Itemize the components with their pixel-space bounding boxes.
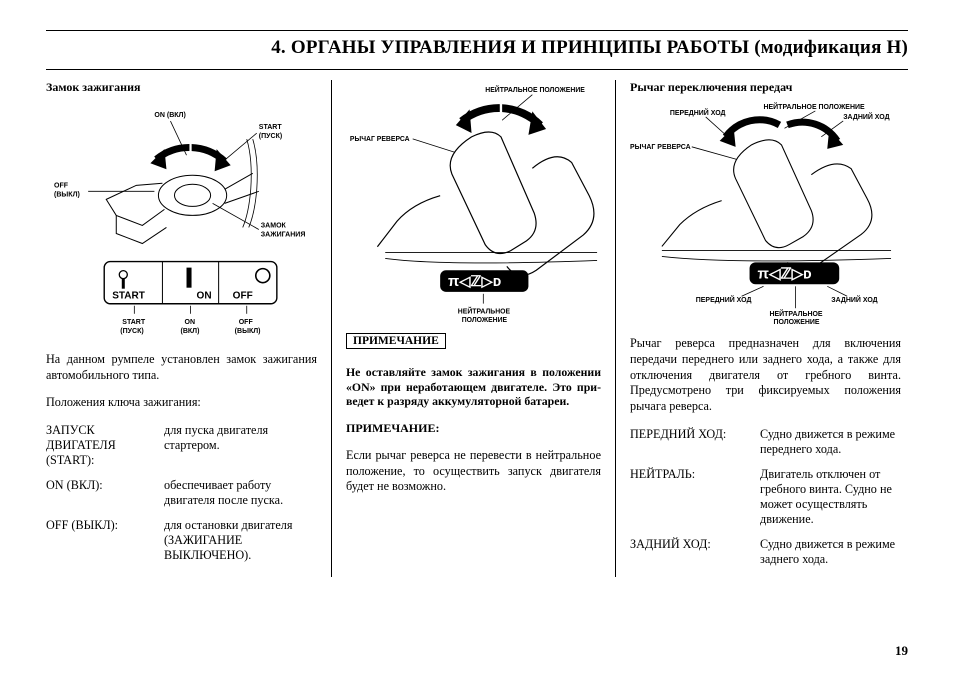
panel-off: OFF bbox=[233, 291, 253, 302]
kv-val: Двигатель отключен от гребного винта. Су… bbox=[760, 467, 901, 537]
label-neutral-bot2: ПОЛОЖЕНИЕ bbox=[462, 317, 508, 324]
label-lock1: ЗАМОК bbox=[261, 222, 287, 229]
label-start2: (ПУСК) bbox=[259, 133, 282, 140]
cap-neutral1: НЕЙТРАЛЬНОЕ bbox=[769, 309, 822, 318]
figure-neutral: НЕЙТРАЛЬНОЕ ПОЛОЖЕНИЕ РЫЧАГ РЕВЕРСА bbox=[346, 80, 601, 325]
label-lock2: ЗАЖИГАНИЯ bbox=[261, 231, 306, 238]
column-ignition: Замок зажигания ON (ВКЛ) START (ПУСК) OF… bbox=[46, 80, 331, 577]
cap-start1: START bbox=[122, 319, 146, 326]
label-neutral-top: НЕЙТРАЛЬНОЕ ПОЛОЖЕНИЕ bbox=[485, 85, 585, 94]
label-fwd: ПЕРЕДНИЙ ХОД bbox=[670, 108, 726, 117]
panel-on: ON bbox=[197, 291, 212, 302]
note-box: ПРИМЕЧАНИЕ bbox=[346, 333, 446, 349]
label-lever: РЫЧАГ РЕВЕРСА bbox=[350, 136, 410, 143]
figure-ignition: ON (ВКЛ) START (ПУСК) OFF (ВЫКЛ) ЗАМОК З… bbox=[46, 99, 317, 340]
kv-key: ON (ВКЛ): bbox=[46, 478, 164, 518]
gear-indicator-icon: π◁ℤ▷ᴅ bbox=[758, 265, 813, 282]
note-head: ПРИМЕЧАНИЕ: bbox=[346, 421, 601, 436]
kv-val: обеспечивает работу двигателя после пуск… bbox=[164, 478, 317, 518]
cap-on1: ON bbox=[185, 319, 196, 326]
title-mod: (модификация Н) bbox=[754, 37, 908, 58]
kv-val: для остановки двигателя (ЗАЖИГАНИЕ ВЫКЛЮ… bbox=[164, 518, 317, 573]
figure-shift: ПЕРЕДНИЙ ХОД НЕЙТРАЛЬНОЕ ПОЛОЖЕНИЕ ЗАДНИ… bbox=[630, 99, 901, 324]
cap-rev: ЗАДНИЙ ХОД bbox=[831, 295, 877, 304]
col1-p1: На данном румпеле установлен замок зажи­… bbox=[46, 352, 317, 383]
col1-p2: Положения ключа зажигания: bbox=[46, 395, 317, 411]
table-row: ЗАПУСК ДВИГАТЕЛЯ (START): для пуска двиг… bbox=[46, 423, 317, 478]
note-body: Если рычаг реверса не перевести в нейтра… bbox=[346, 448, 601, 495]
cap-start2: (ПУСК) bbox=[120, 328, 143, 335]
table-row: ON (ВКЛ): обеспечивает работу двигателя … bbox=[46, 478, 317, 518]
table-row: ЗАДНИЙ ХОД: Судно движется в режиме задн… bbox=[630, 537, 901, 577]
cap-on2: (ВКЛ) bbox=[180, 328, 199, 335]
cap-fwd: ПЕРЕДНИЙ ХОД bbox=[696, 295, 752, 304]
table-gear-positions: ПЕРЕДНИЙ ХОД: Судно движется в ре­жиме п… bbox=[630, 427, 901, 577]
kv-val: для пуска двигателя стартером. bbox=[164, 423, 317, 478]
label-neutral-top: НЕЙТРАЛЬНОЕ ПОЛОЖЕНИЕ bbox=[764, 102, 865, 111]
kv-key: ЗАДНИЙ ХОД: bbox=[630, 537, 760, 577]
label-neutral-bot1: НЕЙТРАЛЬНОЕ bbox=[458, 306, 511, 315]
gear-indicator-icon: π◁ℤ▷ᴅ bbox=[448, 274, 501, 290]
kv-key: ЗАПУСК ДВИГАТЕЛЯ (START): bbox=[46, 423, 164, 478]
note-bold-text: Не оставляйте замок зажигания в положени… bbox=[346, 365, 601, 409]
col3-p1: Рычаг реверса предназначен для включения… bbox=[630, 336, 901, 414]
page-title: 4. ОРГАНЫ УПРАВЛЕНИЯ И ПРИНЦИПЫ РАБОТЫ (… bbox=[46, 37, 908, 59]
cap-off2: (ВЫКЛ) bbox=[235, 328, 261, 335]
kv-val: Судно движется в режиме заднего хода. bbox=[760, 537, 901, 577]
label-off2: (ВЫКЛ) bbox=[54, 191, 80, 198]
table-row: НЕЙТРАЛЬ: Двигатель отключен от гребного… bbox=[630, 467, 901, 537]
heading-shift: Рычаг переключения передач bbox=[630, 80, 901, 95]
column-neutral: НЕЙТРАЛЬНОЕ ПОЛОЖЕНИЕ РЫЧАГ РЕВЕРСА bbox=[331, 80, 616, 577]
label-off1: OFF bbox=[54, 182, 69, 189]
kv-key: OFF (ВЫКЛ): bbox=[46, 518, 164, 573]
label-lever: РЫЧАГ РЕВЕРСА bbox=[630, 144, 691, 151]
kv-val: Судно движется в ре­жиме переднего хода. bbox=[760, 427, 901, 467]
cap-off1: OFF bbox=[239, 319, 254, 326]
table-row: OFF (ВЫКЛ): для остановки двигателя (ЗАЖ… bbox=[46, 518, 317, 573]
title-main: 4. ОРГАНЫ УПРАВЛЕНИЯ И ПРИНЦИПЫ РАБОТЫ bbox=[271, 37, 754, 58]
table-key-positions: ЗАПУСК ДВИГАТЕЛЯ (START): для пуска двиг… bbox=[46, 423, 317, 573]
table-row: ПЕРЕДНИЙ ХОД: Судно движется в ре­жиме п… bbox=[630, 427, 901, 467]
heading-ignition: Замок зажигания bbox=[46, 80, 317, 95]
kv-key: НЕЙТРАЛЬ: bbox=[630, 467, 760, 537]
column-shift: Рычаг переключения передач ПЕРЕДНИЙ ХОД … bbox=[616, 80, 901, 577]
kv-key: ПЕРЕДНИЙ ХОД: bbox=[630, 427, 760, 467]
page-number: 19 bbox=[895, 643, 908, 659]
label-rev: ЗАДНИЙ ХОД bbox=[843, 112, 889, 121]
cap-neutral2: ПОЛОЖЕНИЕ bbox=[773, 319, 819, 324]
panel-start: START bbox=[112, 291, 146, 302]
label-start1: START bbox=[259, 124, 283, 131]
label-on: ON (ВКЛ) bbox=[154, 112, 185, 119]
